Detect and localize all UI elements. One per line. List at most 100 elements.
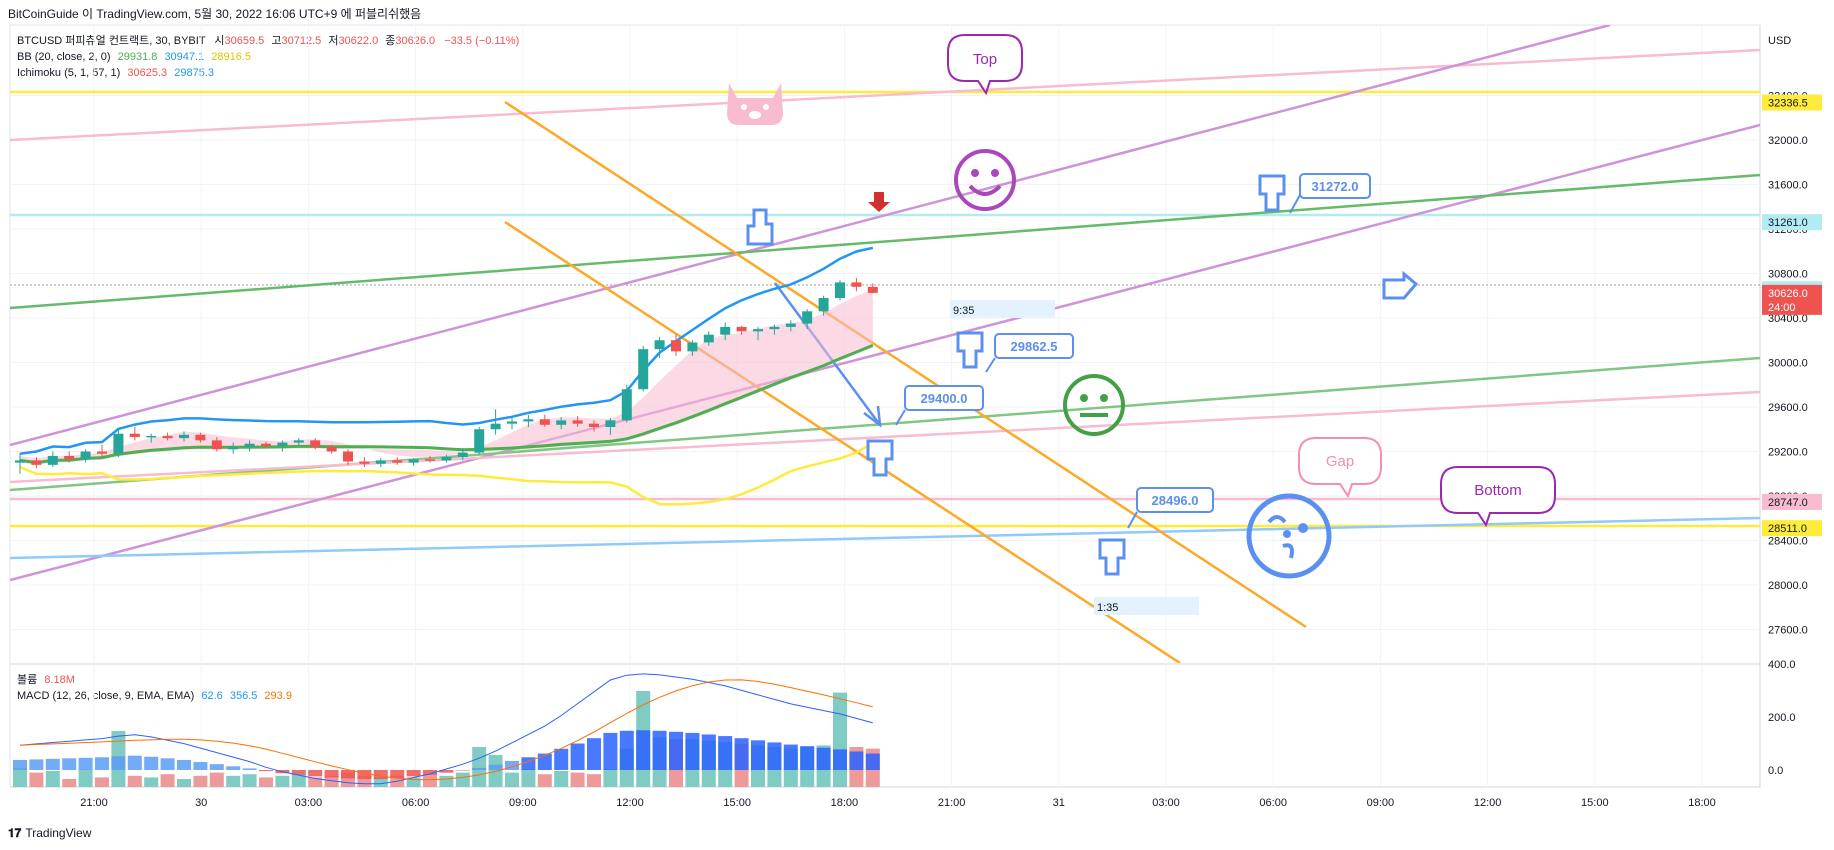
candle[interactable] (818, 295, 829, 316)
candle[interactable] (457, 448, 468, 461)
candle[interactable] (638, 345, 649, 392)
candle[interactable] (97, 444, 107, 458)
candle[interactable] (80, 449, 91, 463)
price-tag-callout[interactable]: 29400.0 (895, 385, 984, 426)
candle[interactable] (310, 438, 321, 450)
candle[interactable] (408, 458, 419, 466)
price-tag-callout[interactable]: 29862.5 (985, 333, 1074, 373)
candle[interactable] (589, 420, 599, 432)
trendline-green-upper[interactable] (10, 173, 1760, 310)
candle[interactable] (211, 437, 222, 452)
callout-top[interactable]: Top (947, 34, 1023, 96)
macd-hist-bar (816, 747, 831, 770)
candle[interactable] (736, 325, 747, 335)
price-label-badge: 32336.5 (1762, 94, 1822, 111)
volume-legend-row[interactable]: 볼륨 8.18M (17, 672, 292, 688)
candle[interactable] (507, 415, 517, 430)
callout-gap[interactable]: Gap (1298, 437, 1382, 499)
candle[interactable] (425, 455, 435, 463)
volume-bar (455, 772, 470, 787)
drawing-tools[interactable] (10, 25, 1760, 663)
trendline-pink-lower[interactable] (10, 390, 1760, 484)
currency-label[interactable]: USD (1768, 35, 1791, 47)
price-tag-callout[interactable]: 28496.0 (1127, 487, 1214, 529)
date-range-box[interactable]: 9:35 (950, 300, 1055, 318)
candle[interactable] (753, 326, 763, 341)
candle[interactable] (228, 442, 239, 454)
candle[interactable] (179, 431, 189, 442)
candle[interactable] (343, 449, 353, 465)
candle[interactable] (490, 409, 501, 435)
price-tag-label: 28496.0 (1152, 493, 1199, 508)
time-axis[interactable]: 21:00 30 03:00 06:00 09:00 12:00 15:00 18:00 21:… (80, 797, 1716, 809)
price-label-text: 31261.0 (1768, 217, 1808, 229)
candle[interactable] (47, 451, 58, 468)
price-tag-callout[interactable]: 31272.0 (1289, 173, 1371, 214)
candle[interactable] (556, 417, 567, 430)
candle[interactable] (261, 441, 271, 449)
candle[interactable] (835, 280, 845, 301)
ohlc-open-key: 시 (214, 35, 225, 47)
candle[interactable] (277, 440, 288, 452)
price-tick: 30000.0 (1768, 358, 1808, 370)
candle[interactable] (441, 454, 452, 463)
macd-hist-bar (226, 766, 241, 770)
macd-hist-bar (636, 730, 651, 770)
candle[interactable] (31, 457, 42, 469)
candle[interactable] (195, 432, 206, 443)
candle[interactable] (720, 322, 731, 341)
candle[interactable] (293, 438, 304, 446)
candle[interactable] (359, 457, 370, 468)
candle[interactable] (64, 451, 75, 463)
candle[interactable] (687, 340, 698, 356)
trendline-purple-upper[interactable] (10, 25, 1611, 447)
callout-bottom[interactable]: Bottom (1440, 466, 1556, 528)
trendline-pink-upper[interactable] (10, 48, 1760, 142)
candles[interactable] (15, 277, 878, 474)
candle[interactable] (851, 277, 862, 292)
candle[interactable] (703, 331, 714, 346)
trendline-blue[interactable] (10, 516, 1760, 560)
macd-tick: 0.0 (1768, 765, 1783, 777)
candle[interactable] (785, 320, 796, 332)
candle[interactable] (113, 429, 124, 458)
channel-line-orange-lower[interactable] (504, 220, 1181, 663)
hand-pointer-icon (1258, 174, 1286, 212)
candle[interactable] (375, 458, 386, 468)
macd-hist-bar (160, 758, 175, 770)
candle[interactable] (621, 384, 632, 423)
macd-hist-bar (423, 770, 437, 775)
candle[interactable] (769, 324, 780, 335)
volume-bar (209, 772, 224, 787)
symbol-legend-row[interactable]: BTCUSD 퍼피츄얼 컨트랙트, 30, BYBIT 시30659.5 고30… (17, 33, 519, 49)
candle[interactable] (392, 457, 403, 465)
volume-bar (62, 779, 77, 787)
channel-line-orange-upper[interactable] (504, 100, 1307, 629)
candle[interactable] (244, 440, 255, 452)
candle[interactable] (572, 415, 583, 428)
macd-legend-row[interactable]: MACD (12, 26, close, 9, EMA, EMA) 62.6 3… (17, 688, 292, 704)
candle[interactable] (654, 336, 665, 359)
macd-hist-bar (783, 744, 798, 770)
candle[interactable] (129, 427, 140, 441)
candle[interactable] (162, 432, 173, 441)
candle[interactable] (523, 414, 534, 428)
down-arrow-marker-icon[interactable] (868, 192, 890, 212)
candle[interactable] (802, 309, 813, 330)
candle[interactable] (605, 418, 616, 435)
price-label-badge: 30626.0 24:00 (1762, 284, 1822, 315)
cat-face-icon (727, 83, 783, 125)
candle[interactable] (671, 334, 681, 356)
candle[interactable] (15, 453, 25, 474)
price-axis[interactable]: 32400.032000.031600.031200.030800.030400… (1768, 91, 1808, 637)
bb-basis-value: 29931.8 (117, 51, 158, 63)
candle[interactable] (539, 414, 550, 428)
date-range-box[interactable]: 1:35 (1094, 597, 1199, 615)
candle[interactable] (867, 283, 878, 294)
candle[interactable] (474, 427, 485, 455)
bb-legend-row[interactable]: BB (20, close, 2, 0) 29931.8 30947.1 289… (17, 49, 519, 65)
candle[interactable] (146, 433, 157, 443)
price-tick: 32000.0 (1768, 135, 1808, 147)
candle[interactable] (326, 444, 337, 454)
